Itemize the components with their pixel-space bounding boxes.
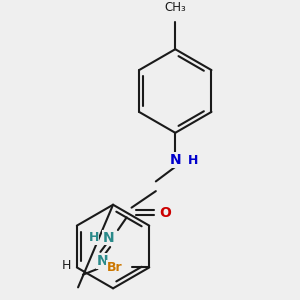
Text: CH₃: CH₃ [164, 1, 186, 14]
Text: H: H [88, 231, 99, 244]
Text: Br: Br [106, 261, 122, 274]
Text: N: N [102, 231, 114, 245]
Text: O: O [160, 206, 172, 220]
Text: N: N [97, 254, 108, 268]
Text: N: N [169, 153, 181, 167]
Text: H: H [62, 259, 71, 272]
Text: H: H [188, 154, 198, 166]
